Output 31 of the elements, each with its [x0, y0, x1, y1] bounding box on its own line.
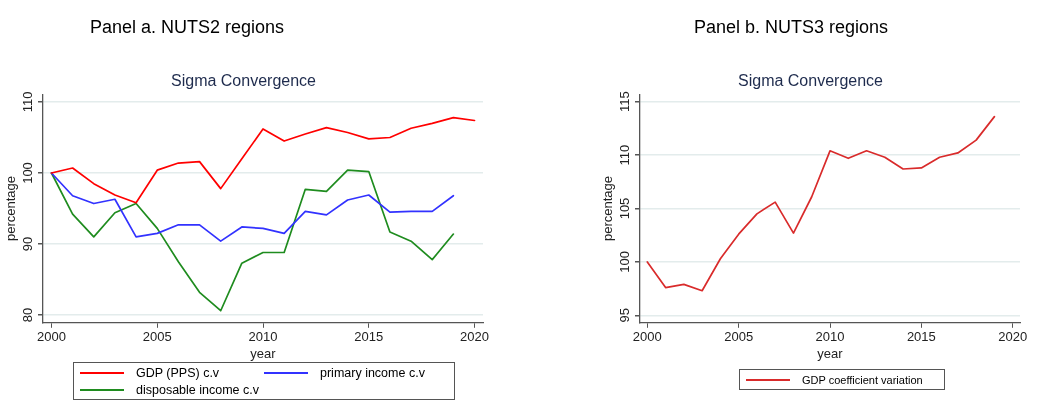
y-tick-label: 80 [19, 307, 35, 323]
x-tick-label: 2010 [248, 329, 278, 345]
x-tick-label: 2000 [632, 329, 662, 345]
chart-subtitle: Sigma Convergence [738, 72, 884, 90]
x-tick-label: 2005 [724, 329, 754, 345]
y-tick-label: 95 [616, 308, 632, 323]
y-tick-label: 105 [616, 197, 632, 220]
x-tick-label: 2020 [998, 329, 1028, 345]
legend-label: primary income c.v [320, 365, 425, 380]
legend-label: disposable income c.v [136, 382, 259, 397]
y-tick-label: 100 [19, 162, 35, 184]
x-tick-label: 2015 [354, 329, 384, 345]
y-tick-label: 90 [19, 236, 35, 252]
chart-subtitle: Sigma Convergence [171, 72, 317, 90]
y-tick-label: 100 [616, 251, 632, 273]
x-axis-title: year [817, 345, 844, 361]
y-axis-title: percentage [3, 175, 19, 242]
x-tick-label: 2010 [815, 329, 845, 345]
y-tick-label: 110 [19, 91, 35, 113]
x-tick-label: 2000 [37, 329, 66, 345]
x-tick-label: 2005 [142, 329, 172, 345]
y-tick-label: 110 [616, 144, 632, 166]
x-tick-label: 2020 [460, 329, 489, 345]
y-tick-label: 115 [616, 91, 632, 113]
x-tick-label: 2015 [906, 329, 936, 345]
legend-label: GDP coefficient variation [802, 373, 923, 386]
x-axis-title: year [250, 345, 277, 361]
chart-title: Panel b. NUTS3 regions [694, 17, 889, 38]
y-axis-title: percentage [600, 175, 616, 242]
legend-label: GDP (PPS) c.v [136, 365, 220, 380]
chart-title: Panel a. NUTS2 regions [90, 17, 285, 38]
